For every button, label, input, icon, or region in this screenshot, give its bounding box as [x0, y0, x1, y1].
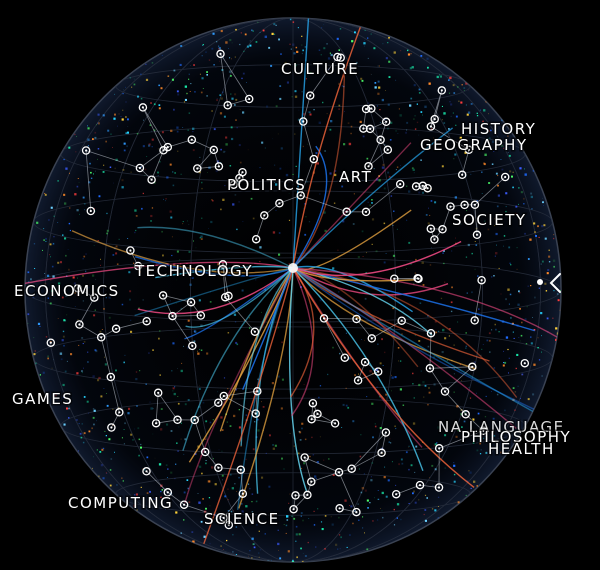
label-economics[interactable]: ECONOMICS	[13, 281, 120, 302]
label-health[interactable]: HEALTH	[487, 439, 555, 460]
label-history[interactable]: HISTORY	[460, 119, 537, 140]
label-society[interactable]: SOCIETY	[451, 210, 527, 231]
label-technology[interactable]: TECHNOLOGY	[133, 261, 254, 282]
label-language[interactable]: NA LANGUAGE	[437, 417, 565, 438]
label-computing[interactable]: COMPUTING	[67, 493, 174, 514]
chevron-left-icon[interactable]	[537, 273, 561, 293]
hub-rays	[25, 18, 561, 545]
label-games[interactable]: GAMES	[11, 389, 74, 410]
graph-nodes	[46, 49, 530, 530]
label-politics[interactable]: POLITICS	[226, 175, 307, 196]
label-science[interactable]: SCIENCE	[203, 509, 280, 530]
label-philosophy[interactable]: PHILOSOPHY	[460, 427, 572, 448]
particle-cloud	[27, 18, 561, 562]
label-geography[interactable]: GEOGRAPHY	[419, 135, 528, 156]
hub-node[interactable]	[288, 263, 298, 273]
label-art[interactable]: ART	[338, 167, 373, 188]
label-culture[interactable]: CULTURE	[280, 59, 360, 80]
